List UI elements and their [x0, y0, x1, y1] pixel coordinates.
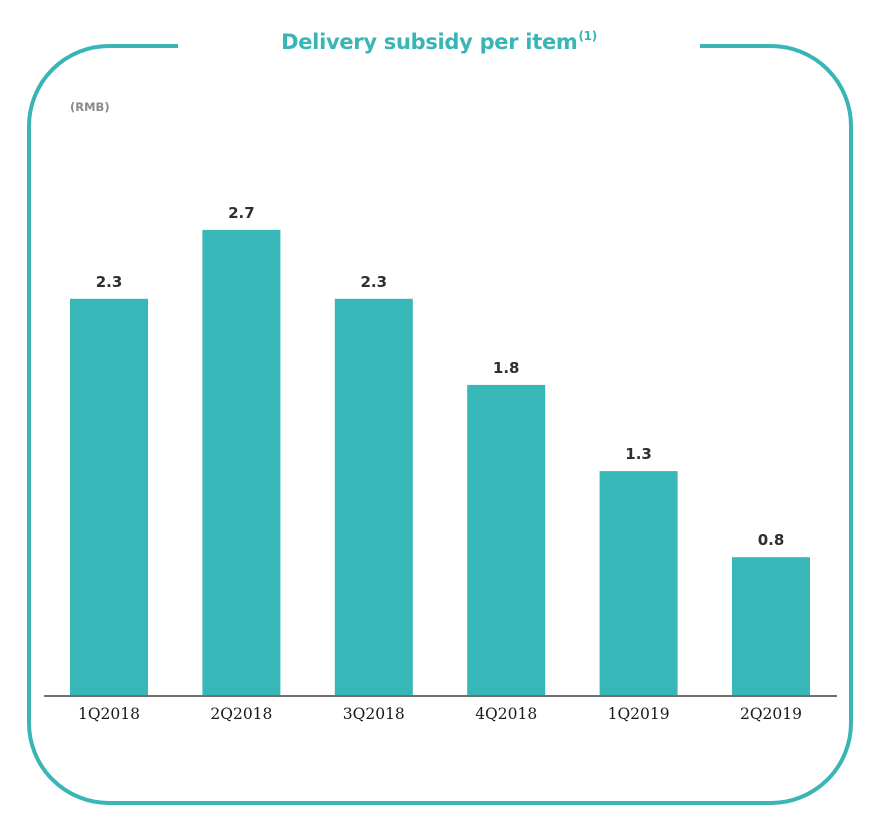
bar-3Q2018 — [334, 298, 413, 695]
value-label-1Q2018: 2.3 — [96, 273, 123, 291]
bar-1Q2019 — [599, 471, 678, 695]
title-gap — [178, 30, 700, 66]
x-tick-label-3Q2018: 3Q2018 — [343, 705, 405, 723]
x-tick-label-2Q2018: 2Q2018 — [210, 705, 272, 723]
bars-layer — [70, 229, 810, 695]
bar-4Q2018 — [467, 384, 546, 695]
unit-label: (RMB) — [70, 100, 110, 114]
chart-title-text: Delivery subsidy per item — [281, 30, 578, 54]
value-label-1Q2019: 1.3 — [625, 445, 652, 463]
chart-title: Delivery subsidy per item(1) — [178, 29, 700, 54]
x-tick-label-2Q2019: 2Q2019 — [740, 705, 802, 723]
value-label-3Q2018: 2.3 — [361, 273, 388, 291]
bar-2Q2019 — [732, 557, 810, 695]
value-label-2Q2018: 2.7 — [228, 204, 255, 222]
x-tick-label-1Q2019: 1Q2019 — [608, 705, 670, 723]
bar-1Q2018 — [70, 298, 148, 695]
chart-title-footnote: (1) — [578, 29, 597, 43]
bar-2Q2018 — [202, 229, 281, 695]
x-tick-label-4Q2018: 4Q2018 — [475, 705, 537, 723]
labels-layer: 2.3 1Q2018 2.7 2Q2018 2.3 3Q2018 1.8 4Q2018 1.3 1… — [78, 204, 802, 723]
x-tick-label-1Q2018: 1Q2018 — [78, 705, 140, 723]
value-label-4Q2018: 1.8 — [493, 359, 520, 377]
value-label-2Q2019: 0.8 — [758, 531, 785, 549]
